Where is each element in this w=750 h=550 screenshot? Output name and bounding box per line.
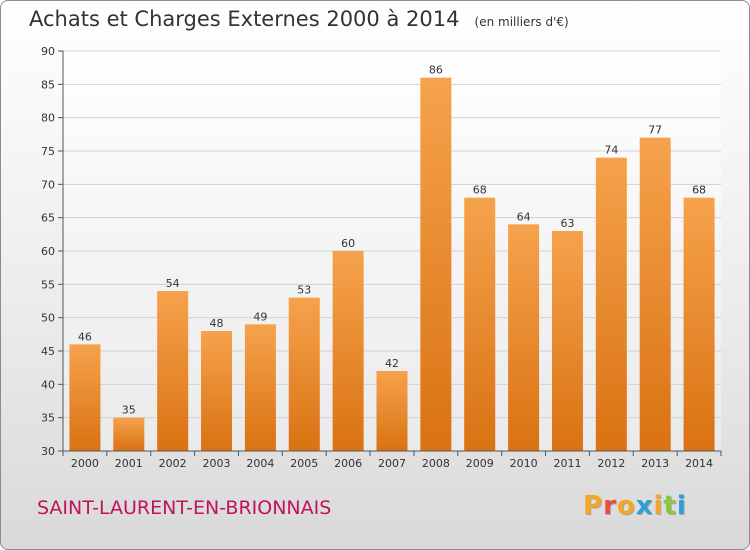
data-labels: 46 35 54 48 49 53 60 42 86 68 64 63 74 77 68 [78,64,706,417]
bar-2007 [376,371,408,451]
y-tick-label: 85 [41,78,55,91]
x-tick-label-2006: 2006 [334,457,362,470]
bar-2001 [113,417,145,451]
y-tick-label: 80 [41,112,55,125]
y-tick-label: 55 [41,278,55,291]
y-tick-label: 75 [41,145,55,158]
location-name: SAINT-LAURENT-EN-BRIONNAIS [37,497,332,519]
x-tick-label-2012: 2012 [597,457,625,470]
x-tick-label-2004: 2004 [246,457,274,470]
data-label-2000: 46 [78,330,92,343]
x-tick-label-2009: 2009 [466,457,494,470]
data-label-2003: 48 [210,317,224,330]
y-tick-label: 60 [41,245,55,258]
data-label-2014: 68 [692,184,706,197]
data-label-2008: 86 [429,64,443,77]
y-tick-label: 50 [41,312,55,325]
y-tick-label: 45 [41,345,55,358]
y-tick-label: 30 [41,445,55,458]
data-label-2011: 63 [560,217,574,230]
x-tick-label-2001: 2001 [115,457,143,470]
bar-2013 [639,137,671,451]
data-label-2005: 53 [297,284,311,297]
bar-2005 [288,297,320,451]
x-tick-label-2003: 2003 [203,457,231,470]
y-axis: 30 35 40 45 50 55 60 65 70 75 80 85 90 [41,45,64,458]
x-tick-label-2010: 2010 [510,457,538,470]
chart-header: Achats et Charges Externes 2000 à 2014 (… [29,7,569,31]
y-tick-label: 65 [41,212,55,225]
y-tick-label: 35 [41,412,55,425]
logo-letter: i [676,491,687,521]
x-tick-label-2013: 2013 [641,457,669,470]
data-label-2002: 54 [166,277,180,290]
data-label-2009: 68 [473,184,487,197]
chart-subtitle: (en milliers d'€) [474,15,569,29]
data-label-2010: 64 [517,210,531,223]
logo-letter: t [663,491,677,521]
bar-2002 [157,291,189,451]
x-axis: 2000 2001 2002 2003 2004 2005 2006 2007 2008 2009… [62,450,722,470]
data-label-2013: 77 [648,124,662,137]
data-label-2012: 74 [604,144,618,157]
bar-2010 [508,224,540,451]
logo-letter: r [603,491,617,521]
x-tick-label-2000: 2000 [71,457,99,470]
logo-letter: P [583,491,604,521]
bar-2004 [244,324,276,451]
bar-2006 [332,251,364,451]
bar-2014 [683,197,715,451]
data-label-2006: 60 [341,237,355,250]
data-label-2007: 42 [385,357,399,370]
data-label-2001: 35 [122,404,136,417]
proxiti-logo[interactable]: Proxiti [583,491,687,521]
y-tick-label: 40 [41,378,55,391]
x-tick-label-2008: 2008 [422,457,450,470]
y-tick-label: 90 [41,45,55,58]
logo-letter: x [635,491,654,521]
data-label-2004: 49 [253,310,267,323]
x-tick-label-2005: 2005 [290,457,318,470]
logo-letter: i [653,491,664,521]
x-tick-label-2007: 2007 [378,457,406,470]
bar-2008 [420,77,452,452]
bar-2000 [69,344,101,451]
bar-2009 [464,197,496,451]
x-tick-label-2014: 2014 [685,457,713,470]
logo-letter: o [616,491,636,521]
bar-2011 [551,231,583,451]
bar-2003 [201,331,233,451]
bars [69,77,715,452]
bar-2012 [595,157,627,451]
x-tick-label-2011: 2011 [553,457,581,470]
y-tick-label: 70 [41,178,55,191]
chart-title: Achats et Charges Externes 2000 à 2014 [29,7,460,31]
x-tick-label-2002: 2002 [159,457,187,470]
